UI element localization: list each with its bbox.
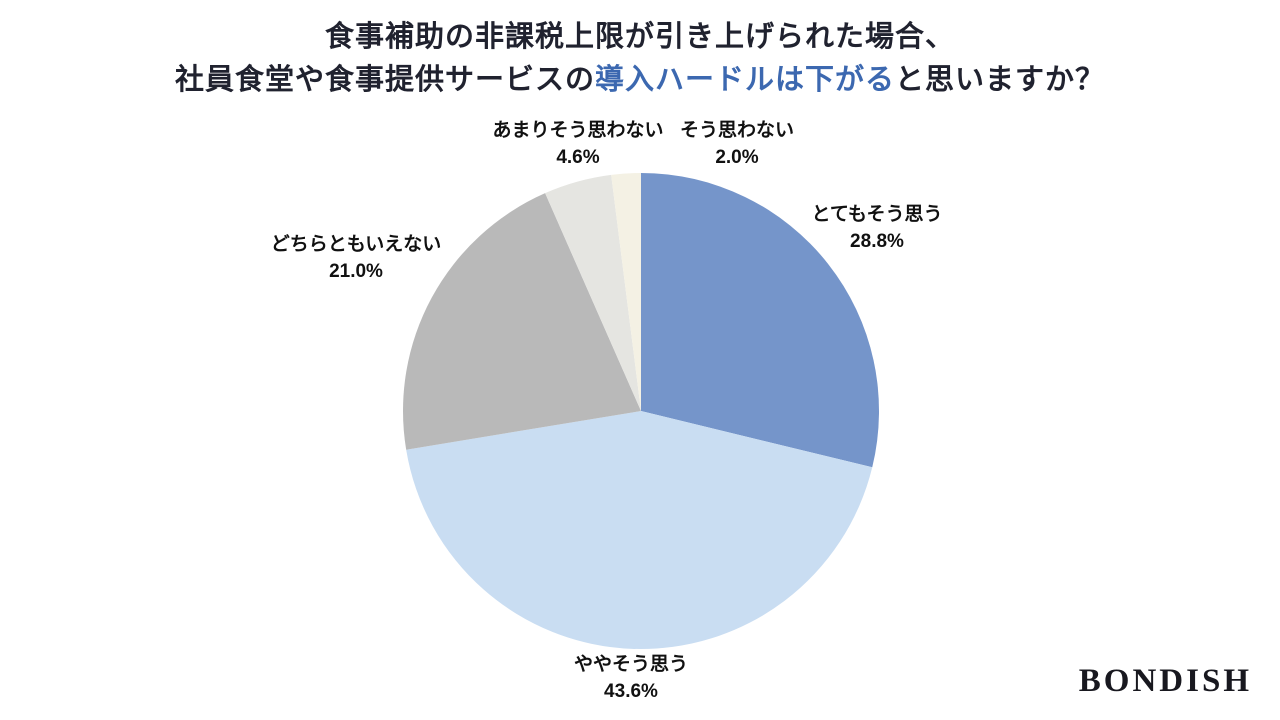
pie-slice-5: [611, 173, 641, 411]
title-line2-suffix: と思いますか？: [895, 63, 1106, 96]
slice-label-percent: 28.8%: [850, 230, 904, 252]
title-line2-highlight: 導入ハードルは下がる: [594, 63, 895, 96]
slice-label-percent: 43.6%: [604, 680, 658, 702]
pie-slice-3: [403, 193, 641, 450]
chart-title: 食事補助の非課税上限が引き上げられた場合、 社員食堂や食事提供サービスの導入ハー…: [0, 16, 1280, 102]
slice-label-percent: 2.0%: [715, 146, 759, 168]
slice-label-dochira-tomo-ienai: どちらともいえない 21.0%: [271, 232, 442, 286]
pie-slice-1: [641, 173, 880, 468]
chart-title-line1: 食事補助の非課税上限が引き上げられた場合、: [324, 21, 955, 53]
slice-label-yaya-sou-omou: ややそう思う 43.6%: [574, 652, 688, 706]
slice-label-text: とてもそう思う: [811, 204, 943, 225]
chart-title-line2: 社員食堂や食事提供サービスの導入ハードルは下がると思いますか？: [0, 59, 1280, 102]
pie-slice-2: [406, 411, 873, 650]
slice-label-percent: 4.6%: [556, 146, 600, 168]
slice-label-text: そう思わない: [679, 120, 795, 141]
title-line2-prefix: 社員食堂や食事提供サービスの: [174, 63, 595, 96]
slice-label-text: どちらともいえない: [270, 234, 442, 255]
slice-label-text: ややそう思う: [573, 654, 689, 675]
pie-slice-4: [545, 174, 641, 411]
slice-label-text: あまりそう思わない: [492, 120, 664, 141]
bondish-logo: BONDISH: [1078, 663, 1252, 699]
slice-label-sou-omowanai: そう思わない 2.0%: [680, 118, 794, 172]
slice-label-percent: 21.0%: [329, 260, 383, 282]
slice-label-amari-sou-omowanai: あまりそう思わない 4.6%: [492, 118, 663, 172]
slice-label-totemo-sou-omou: とてもそう思う 28.8%: [811, 202, 942, 256]
